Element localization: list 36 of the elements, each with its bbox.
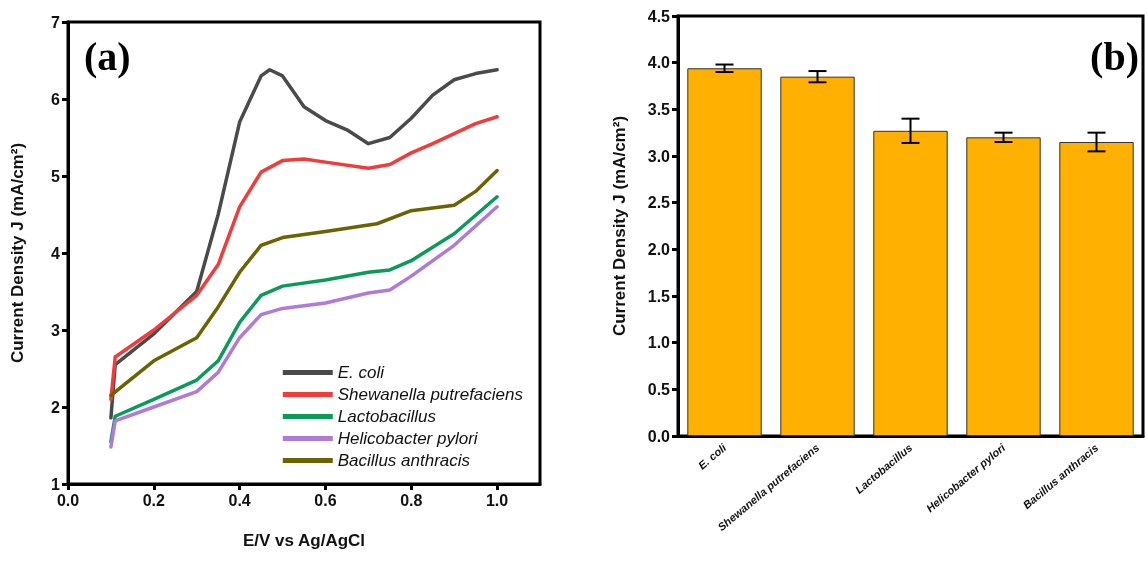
y-tick-label: 5 <box>51 167 61 185</box>
y-tick-label: 4.0 <box>647 54 671 72</box>
legend-label: Shewanella putrefaciens <box>337 385 524 404</box>
x-tick-label: 0.6 <box>314 491 337 509</box>
x-tick-label: 1.0 <box>485 491 509 509</box>
y-tick-label: 0.0 <box>647 427 671 445</box>
bar <box>687 68 762 436</box>
legend-label: Lactobacillus <box>337 407 437 426</box>
bar <box>780 76 855 436</box>
x-tick-label: 0.2 <box>142 491 166 509</box>
bar <box>966 137 1041 436</box>
y-tick-label: 3.0 <box>647 147 671 165</box>
annotation: (a) <box>84 33 131 79</box>
legend-label: E. coli <box>337 363 386 382</box>
y-tick-label: 3.5 <box>647 100 671 118</box>
x-tick-label: 0.4 <box>228 491 251 509</box>
y-tick-label: 4.5 <box>647 7 671 25</box>
y-tick-label: 1 <box>51 475 61 493</box>
y-tick-label: 1.0 <box>647 334 671 352</box>
y-tick-label: 6 <box>51 90 61 108</box>
x-tick-label: E. coli <box>695 440 730 472</box>
annotation: (b) <box>1090 33 1139 79</box>
bar <box>1059 142 1134 436</box>
y-axis-title: Current Density J (mA/cm²) <box>8 142 27 364</box>
y-tick-label: 2.0 <box>647 240 671 258</box>
y-tick-label: 0.5 <box>647 380 671 398</box>
y-tick-label: 7 <box>51 13 61 31</box>
y-tick-label: 4 <box>51 244 61 262</box>
y-tick-label: 3 <box>51 321 61 339</box>
y-tick-label: 2 <box>51 398 61 416</box>
bar <box>873 130 948 436</box>
y-tick-label: 1.5 <box>647 287 671 305</box>
y-tick-label: 2.5 <box>647 194 671 212</box>
x-tick-label: 0.8 <box>400 491 423 509</box>
y-axis-title: Current Density J (mA/cm²) <box>610 115 629 337</box>
x-axis-title: E/V vs Ag/AgCl <box>242 531 366 550</box>
